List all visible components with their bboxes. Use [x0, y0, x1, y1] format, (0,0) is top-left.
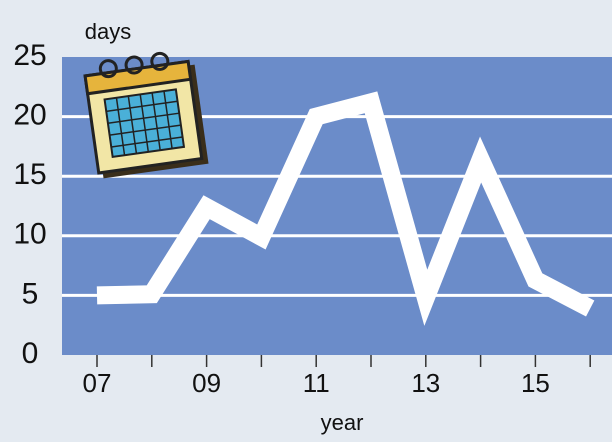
y-axis-label: days [85, 19, 131, 44]
y-tick-label: 0 [22, 337, 39, 370]
x-tick-label: 13 [411, 368, 440, 398]
chart: days year 0 5 10 15 20 25 07 09 11 13 15 [0, 0, 612, 442]
y-tick-label: 5 [22, 277, 39, 310]
x-tick-label: 11 [303, 368, 330, 398]
x-tick-label: 15 [521, 368, 550, 398]
y-tick-label: 10 [13, 218, 46, 251]
x-axis-label: year [321, 410, 364, 435]
y-tick-label: 20 [13, 99, 46, 132]
page: {"chart_data": {"type": "line", "y_label… [0, 0, 612, 442]
y-tick-label: 15 [13, 158, 46, 191]
x-tick-label: 07 [83, 368, 112, 398]
y-tick-label: 25 [13, 39, 46, 72]
x-tick-label: 09 [192, 368, 221, 398]
